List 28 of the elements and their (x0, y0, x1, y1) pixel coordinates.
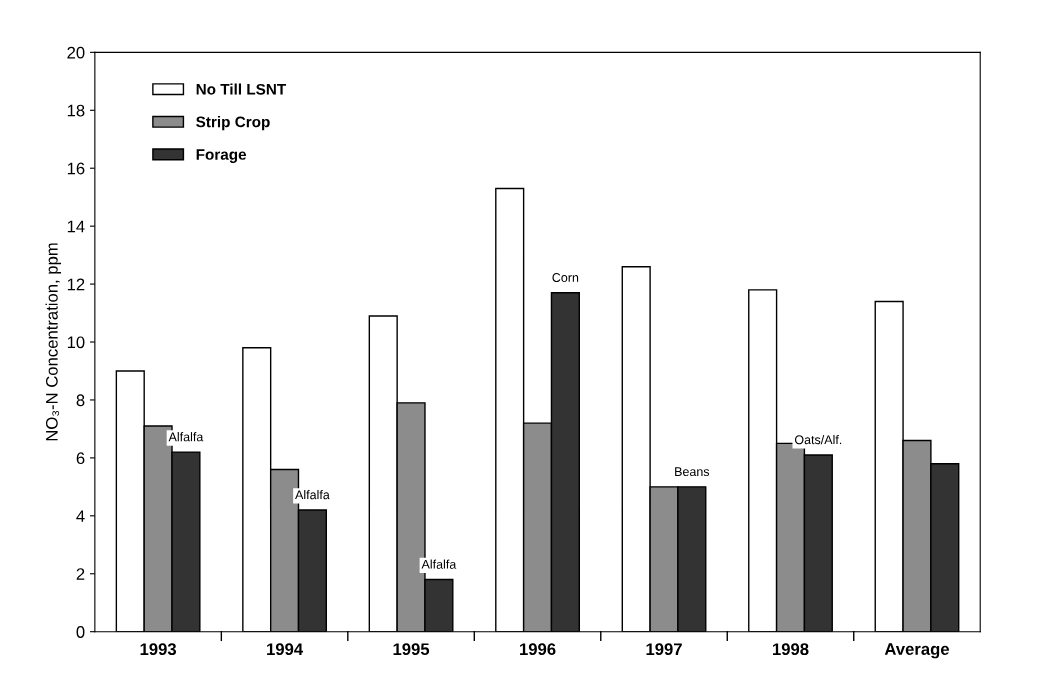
y-tick-label: 8 (76, 394, 85, 407)
y-tick-label: 6 (76, 452, 85, 465)
annotation: Oats/Alf. (794, 435, 842, 445)
y-tick-label: 18 (67, 104, 85, 117)
annotation: Beans (675, 467, 710, 477)
x-tick-label: 1994 (267, 643, 304, 656)
y-tick-label: 16 (67, 162, 85, 175)
x-tick-label: 1995 (393, 643, 430, 656)
y-tick-label: 2 (76, 568, 85, 580)
legend-label: No Till LSNT (196, 83, 287, 95)
y-tick-label: 14 (67, 220, 85, 233)
y-axis-title: NO₃-N Concentration, ppm (45, 243, 62, 441)
y-tick-label: 4 (76, 510, 85, 522)
legend-label: Forage (196, 149, 247, 163)
legend-label: Strip Crop (196, 116, 270, 131)
annotation: Alfalfa (295, 490, 330, 500)
y-tick-label: 10 (67, 336, 85, 349)
y-tick-label: 12 (67, 278, 85, 291)
x-tick-label: Average (884, 643, 949, 659)
x-tick-label: 1997 (646, 643, 682, 656)
annotation: Alfalfa (168, 432, 204, 442)
y-tick-label: 20 (67, 46, 85, 59)
x-tick-label: 1993 (140, 643, 177, 656)
x-tick-label: 1998 (773, 643, 809, 656)
annotation: Corn (552, 273, 579, 282)
x-tick-label: 1996 (520, 643, 556, 656)
annotation: Alfalfa (421, 559, 457, 569)
y-tick-label: 0 (76, 626, 85, 638)
